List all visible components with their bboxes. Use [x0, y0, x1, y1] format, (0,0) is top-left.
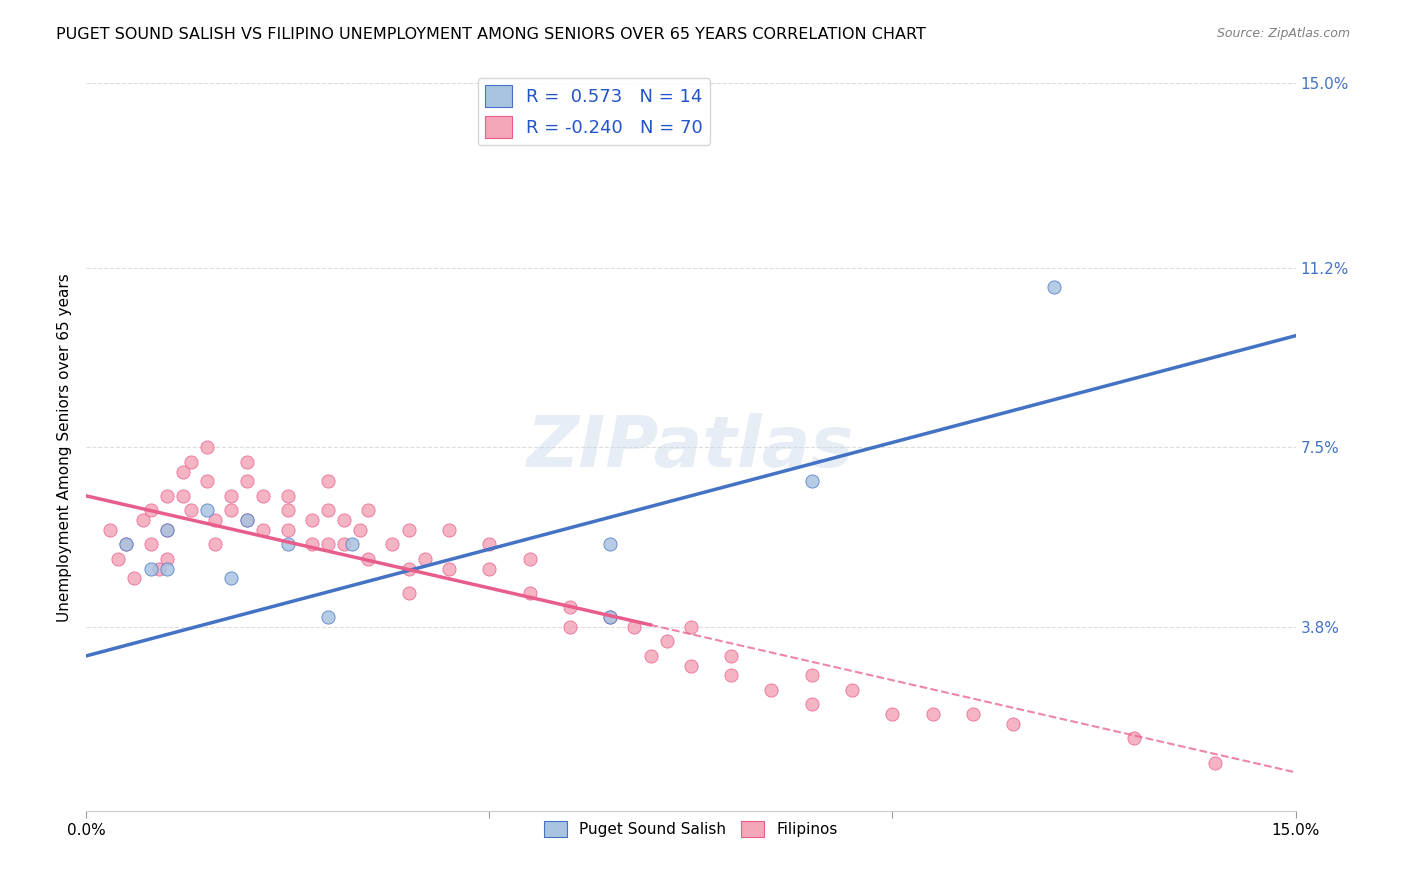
- Point: [333, 513, 356, 527]
- Point: [139, 537, 162, 551]
- Point: [139, 503, 162, 517]
- Point: [156, 561, 179, 575]
- Point: [180, 455, 202, 469]
- Point: [204, 537, 226, 551]
- Point: [139, 561, 162, 575]
- Point: [655, 634, 678, 648]
- Point: [962, 707, 984, 722]
- Point: [841, 682, 863, 697]
- Point: [398, 586, 420, 600]
- Point: [720, 668, 742, 682]
- Point: [156, 523, 179, 537]
- Point: [349, 523, 371, 537]
- Point: [236, 455, 259, 469]
- Point: [252, 489, 274, 503]
- Point: [316, 537, 339, 551]
- Point: [413, 552, 436, 566]
- Point: [357, 552, 380, 566]
- Point: [599, 537, 621, 551]
- Point: [172, 489, 194, 503]
- Point: [148, 561, 170, 575]
- Point: [599, 610, 621, 624]
- Point: [156, 489, 179, 503]
- Point: [236, 513, 259, 527]
- Point: [398, 561, 420, 575]
- Point: [195, 475, 218, 489]
- Point: [478, 561, 501, 575]
- Point: [277, 503, 299, 517]
- Point: [800, 668, 823, 682]
- Text: Source: ZipAtlas.com: Source: ZipAtlas.com: [1216, 27, 1350, 40]
- Point: [640, 648, 662, 663]
- Point: [437, 523, 460, 537]
- Point: [316, 503, 339, 517]
- Point: [882, 707, 904, 722]
- Point: [357, 503, 380, 517]
- Point: [236, 475, 259, 489]
- Point: [333, 537, 356, 551]
- Point: [679, 658, 702, 673]
- Point: [195, 503, 218, 517]
- Point: [599, 610, 621, 624]
- Point: [1002, 716, 1025, 731]
- Text: ZIPatlas: ZIPatlas: [527, 413, 855, 482]
- Point: [195, 440, 218, 454]
- Point: [219, 571, 242, 585]
- Point: [316, 610, 339, 624]
- Point: [340, 537, 363, 551]
- Point: [172, 465, 194, 479]
- Point: [180, 503, 202, 517]
- Point: [131, 513, 153, 527]
- Point: [156, 523, 179, 537]
- Point: [115, 537, 138, 551]
- Point: [124, 571, 146, 585]
- Point: [156, 552, 179, 566]
- Point: [1204, 756, 1226, 770]
- Point: [219, 503, 242, 517]
- Point: [301, 537, 323, 551]
- Point: [921, 707, 943, 722]
- Point: [679, 620, 702, 634]
- Point: [398, 523, 420, 537]
- Point: [720, 648, 742, 663]
- Text: PUGET SOUND SALISH VS FILIPINO UNEMPLOYMENT AMONG SENIORS OVER 65 YEARS CORRELAT: PUGET SOUND SALISH VS FILIPINO UNEMPLOYM…: [56, 27, 927, 42]
- Point: [219, 489, 242, 503]
- Point: [381, 537, 404, 551]
- Point: [252, 523, 274, 537]
- Point: [558, 600, 581, 615]
- Point: [623, 620, 645, 634]
- Point: [437, 561, 460, 575]
- Point: [236, 513, 259, 527]
- Point: [204, 513, 226, 527]
- Point: [107, 552, 129, 566]
- Point: [1042, 280, 1064, 294]
- Point: [558, 620, 581, 634]
- Legend: Puget Sound Salish, Filipinos: Puget Sound Salish, Filipinos: [537, 815, 844, 844]
- Point: [98, 523, 121, 537]
- Point: [761, 682, 783, 697]
- Point: [800, 698, 823, 712]
- Point: [478, 537, 501, 551]
- Point: [1123, 731, 1146, 746]
- Point: [519, 552, 541, 566]
- Point: [316, 475, 339, 489]
- Point: [277, 489, 299, 503]
- Point: [519, 586, 541, 600]
- Y-axis label: Unemployment Among Seniors over 65 years: Unemployment Among Seniors over 65 years: [58, 273, 72, 622]
- Point: [277, 523, 299, 537]
- Point: [800, 475, 823, 489]
- Point: [301, 513, 323, 527]
- Point: [277, 537, 299, 551]
- Point: [115, 537, 138, 551]
